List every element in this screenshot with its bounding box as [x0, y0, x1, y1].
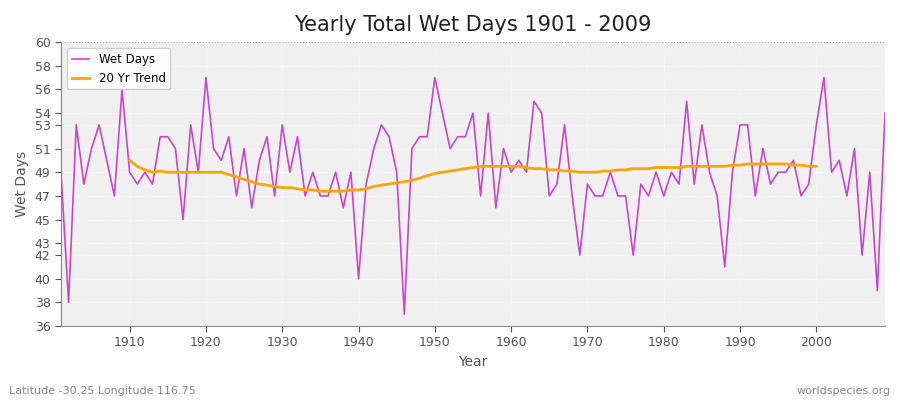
Text: Latitude -30.25 Longitude 116.75: Latitude -30.25 Longitude 116.75 — [9, 386, 196, 396]
Wet Days — [399, 312, 410, 316]
Title: Yearly Total Wet Days 1901 - 2009: Yearly Total Wet Days 1901 - 2009 — [294, 15, 652, 35]
Wet Days — [613, 194, 624, 198]
20 Yr Trend — [300, 188, 310, 192]
Line: 20 Yr Trend: 20 Yr Trend — [130, 160, 816, 191]
X-axis label: Year: Year — [458, 355, 488, 369]
Wet Days — [201, 75, 212, 80]
Wet Days — [513, 158, 524, 163]
Legend: Wet Days, 20 Yr Trend: Wet Days, 20 Yr Trend — [67, 48, 170, 89]
Text: worldspecies.org: worldspecies.org — [796, 386, 891, 396]
Line: Wet Days: Wet Days — [61, 78, 885, 314]
20 Yr Trend — [208, 170, 219, 175]
20 Yr Trend — [315, 189, 326, 194]
20 Yr Trend — [796, 163, 806, 168]
20 Yr Trend — [284, 185, 295, 190]
Wet Days — [879, 111, 890, 116]
20 Yr Trend — [124, 158, 135, 163]
Wet Days — [292, 134, 303, 139]
20 Yr Trend — [712, 164, 723, 169]
Wet Days — [521, 170, 532, 175]
Y-axis label: Wet Days: Wet Days — [15, 151, 29, 217]
20 Yr Trend — [804, 164, 814, 169]
Wet Days — [117, 87, 128, 92]
Wet Days — [338, 205, 348, 210]
20 Yr Trend — [811, 164, 822, 169]
Wet Days — [56, 170, 67, 175]
